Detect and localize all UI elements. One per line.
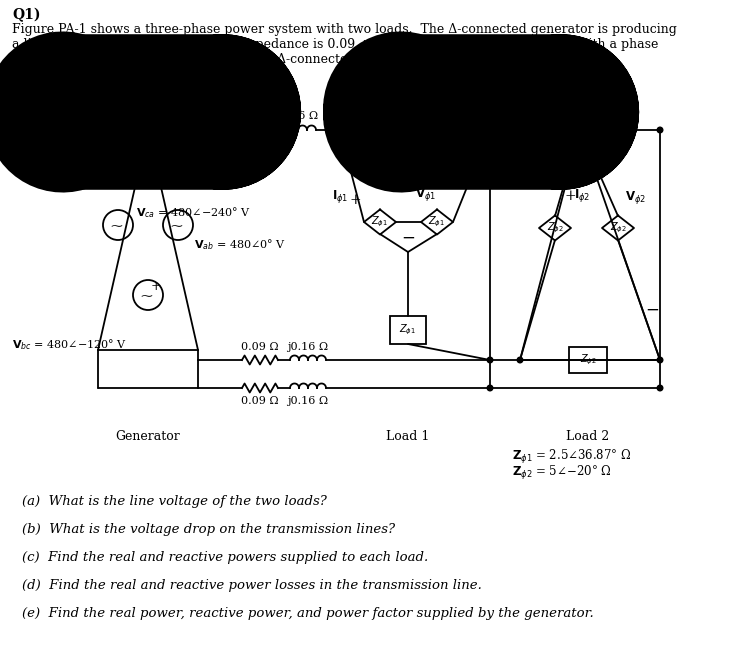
Text: $\mathbf{V}_{\phi 1}$: $\mathbf{V}_{\phi 1}$	[415, 186, 436, 203]
Text: $I_{L2}$: $I_{L2}$	[542, 96, 558, 112]
Text: Load 2: Load 2	[566, 430, 610, 443]
Text: +: +	[564, 189, 576, 203]
Text: (e)  Find the real power, reactive power, and power factor supplied by the gener: (e) Find the real power, reactive power,…	[22, 607, 593, 620]
Text: $\mathbf{I}_{\phi 1}$: $\mathbf{I}_{\phi 1}$	[331, 188, 348, 205]
Circle shape	[517, 358, 523, 363]
Text: Load 1: Load 1	[386, 430, 430, 443]
Text: $\mathbf{I}_{\phi 2}$: $\mathbf{I}_{\phi 2}$	[574, 188, 590, 205]
Text: j0.16 Ω: j0.16 Ω	[288, 342, 328, 352]
Text: $Z_{\phi 1}$: $Z_{\phi 1}$	[399, 323, 417, 337]
Text: $\mathbf{Z}_{\phi 2}$ = 5∠−20° Ω: $\mathbf{Z}_{\phi 2}$ = 5∠−20° Ω	[512, 464, 612, 482]
Text: $\mathbf{V}_{ca}$ = 480∠−240° V: $\mathbf{V}_{ca}$ = 480∠−240° V	[136, 205, 251, 220]
Text: (a)  What is the line voltage of the two loads?: (a) What is the line voltage of the two …	[22, 495, 327, 508]
Circle shape	[487, 385, 493, 391]
Text: $Z_{\phi 1}$: $Z_{\phi 1}$	[429, 215, 445, 229]
Text: ~: ~	[169, 218, 183, 234]
Text: $Z_{\phi 2}$: $Z_{\phi 2}$	[547, 221, 564, 236]
Text: $\mathbf{V}_{\phi 2}$: $\mathbf{V}_{\phi 2}$	[625, 190, 646, 207]
Text: ~: ~	[139, 287, 153, 304]
Bar	[390, 316, 426, 344]
Text: j0.16 Ω: j0.16 Ω	[277, 111, 318, 121]
Text: impedance of 2.5−36.87° Ω and load 2 is Δ-connected, with a phase impedance of 5: impedance of 2.5−36.87° Ω and load 2 is …	[12, 53, 596, 66]
Text: +: +	[349, 193, 361, 207]
Text: j0.16 Ω: j0.16 Ω	[288, 396, 328, 406]
Text: Generator: Generator	[115, 430, 180, 443]
Text: (d)  Find the real and reactive power losses in the transmission line.: (d) Find the real and reactive power los…	[22, 579, 482, 592]
Bar	[569, 347, 607, 373]
Circle shape	[577, 127, 583, 133]
Text: $\mathbf{V}_{bc}$ = 480∠−120° V: $\mathbf{V}_{bc}$ = 480∠−120° V	[12, 338, 127, 352]
Text: −: −	[401, 230, 415, 247]
Text: $I_{L1}$: $I_{L1}$	[204, 96, 220, 112]
Text: $\mathbf{V}_{ab}$ = 480∠0° V: $\mathbf{V}_{ab}$ = 480∠0° V	[194, 237, 286, 253]
Text: (b)  What is the voltage drop on the transmission lines?: (b) What is the voltage drop on the tran…	[22, 523, 395, 536]
Text: 0.09 Ω: 0.09 Ω	[229, 111, 266, 121]
Text: $Z_{\phi 2}$: $Z_{\phi 2}$	[610, 221, 626, 236]
Circle shape	[487, 358, 493, 363]
Text: 0.09 Ω: 0.09 Ω	[241, 396, 279, 406]
Text: a line voltage of 480 V, and the line impedance is 0.09 + j0.16 Ω.  Load 1 is Y-: a line voltage of 480 V, and the line im…	[12, 38, 658, 51]
Text: 0.09 Ω: 0.09 Ω	[241, 342, 279, 352]
Circle shape	[337, 127, 343, 133]
Text: −: −	[645, 302, 659, 319]
Text: (c)  Find the real and reactive powers supplied to each load.: (c) Find the real and reactive powers su…	[22, 551, 429, 564]
Text: $\mathbf{Z}_{\phi 1}$ = 2.5∠36.87° Ω: $\mathbf{Z}_{\phi 1}$ = 2.5∠36.87° Ω	[512, 448, 631, 466]
Circle shape	[657, 358, 663, 363]
Text: Figure PA-1 shows a three-phase power system with two loads.  The Δ-connected ge: Figure PA-1 shows a three-phase power sy…	[12, 23, 677, 36]
Circle shape	[657, 385, 663, 391]
Text: Q1): Q1)	[12, 8, 40, 22]
Text: ~: ~	[109, 218, 123, 234]
Text: $Z_{\phi 1}$: $Z_{\phi 1}$	[372, 215, 388, 229]
Text: $Z_{\phi 2}$: $Z_{\phi 2}$	[580, 353, 596, 367]
Text: +: +	[150, 279, 161, 293]
Circle shape	[657, 127, 663, 133]
